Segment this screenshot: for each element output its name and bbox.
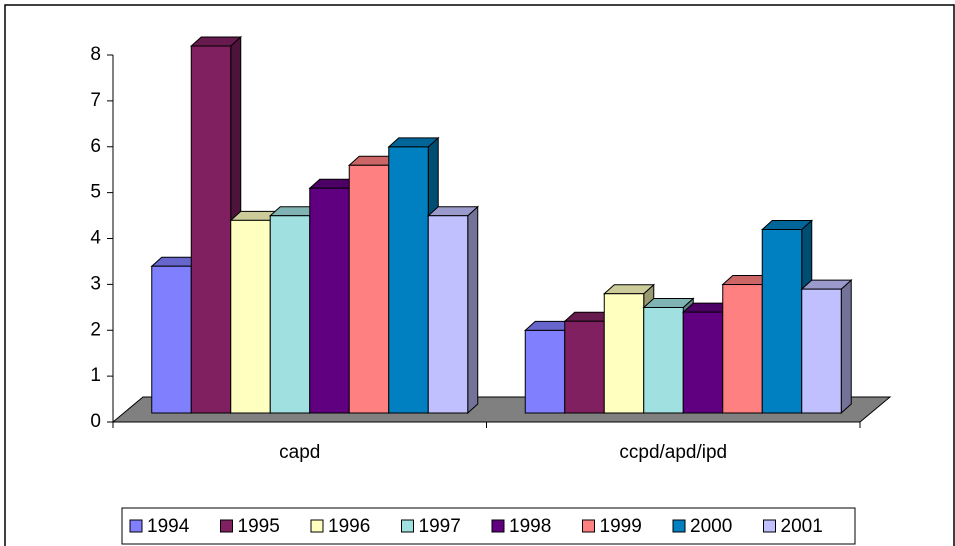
legend-swatch xyxy=(491,519,505,533)
legend-swatch xyxy=(582,519,595,533)
chart-frame xyxy=(4,4,955,546)
legend-label: 1997 xyxy=(419,516,461,537)
y-tick-label: 5 xyxy=(90,182,101,203)
bar xyxy=(230,219,271,414)
bar xyxy=(151,265,192,414)
bar xyxy=(761,229,803,414)
legend-label: 2000 xyxy=(690,516,732,537)
y-tick-label: 8 xyxy=(90,44,101,65)
legend-swatch xyxy=(220,519,233,533)
legend-label: 1999 xyxy=(600,516,642,537)
y-tick-label: 6 xyxy=(90,136,101,157)
legend-label: 1996 xyxy=(328,516,370,537)
legend-swatch xyxy=(763,519,776,533)
bar-side xyxy=(840,279,852,415)
legend-box xyxy=(121,507,856,545)
bar xyxy=(309,187,350,414)
legend-swatch xyxy=(310,519,324,533)
bar xyxy=(269,215,311,414)
y-tick-label: 7 xyxy=(90,90,101,111)
bar xyxy=(427,215,469,414)
legend-swatch xyxy=(401,519,414,533)
legend-label: 2001 xyxy=(781,516,823,537)
bar xyxy=(564,320,605,414)
bar xyxy=(722,284,763,414)
legend-swatch xyxy=(129,519,143,533)
legend-label: 1994 xyxy=(147,516,190,537)
y-tick-label: 2 xyxy=(90,319,101,340)
bar xyxy=(682,311,724,414)
bar xyxy=(388,146,429,414)
bar xyxy=(603,293,645,414)
y-tick-label: 3 xyxy=(90,273,101,294)
bar xyxy=(524,329,566,414)
bar xyxy=(643,306,684,414)
legend-label: 1998 xyxy=(509,516,551,537)
bar-side xyxy=(467,205,479,415)
y-tick-label: 0 xyxy=(90,411,101,432)
x-tick-label: ccpd/apd/ipd xyxy=(619,442,727,463)
bar xyxy=(190,45,232,414)
x-tick-label: capd xyxy=(279,442,320,463)
bar xyxy=(348,164,390,414)
legend-label: 1995 xyxy=(238,516,280,537)
y-tick-label: 1 xyxy=(90,365,101,386)
bar xyxy=(801,288,842,414)
y-tick-label: 4 xyxy=(90,228,101,249)
legend-swatch xyxy=(672,519,686,533)
